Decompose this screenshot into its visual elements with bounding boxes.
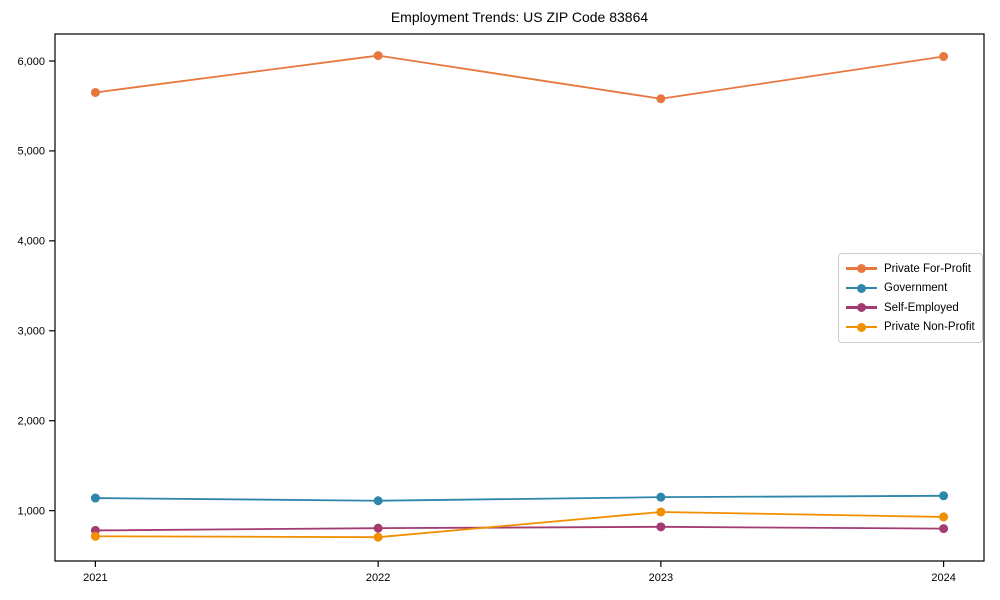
series-line	[95, 54, 944, 100]
legend-item: Government	[846, 282, 975, 294]
legend: Private For-Profit Government Self-Employe…	[838, 253, 983, 343]
legend-label: Private Non-Profit	[884, 321, 975, 334]
legend-item: Private For-Profit	[846, 263, 975, 275]
data-point	[90, 493, 100, 503]
y-tick-label: 2,000	[17, 416, 45, 428]
y-tick-label: 4,000	[17, 236, 45, 248]
data-point	[656, 94, 666, 104]
legend-item: Self-Employed	[846, 302, 975, 314]
legend-swatch	[846, 264, 877, 274]
x-tick-label: 2022	[366, 572, 390, 584]
y-tick-label: 1,000	[17, 505, 45, 517]
axes-frame	[54, 33, 985, 562]
data-point	[939, 512, 949, 522]
series-line	[95, 494, 944, 502]
data-point	[939, 51, 949, 61]
series-line	[95, 525, 944, 532]
legend-marker-icon	[857, 322, 866, 332]
legend-swatch	[846, 322, 877, 332]
data-point	[656, 522, 666, 532]
data-point	[373, 532, 383, 542]
legend-marker-icon	[857, 283, 866, 293]
series-line	[95, 511, 944, 539]
data-point	[656, 492, 666, 502]
data-point	[90, 531, 100, 541]
y-tick-label: 5,000	[17, 146, 45, 158]
x-tick-label: 2023	[649, 572, 673, 584]
y-tick-label: 6,000	[17, 56, 45, 68]
data-point	[373, 496, 383, 506]
y-tick-label: 3,000	[17, 326, 45, 338]
data-point	[939, 491, 949, 501]
chart-title: Employment Trends: US ZIP Code 83864	[390, 9, 649, 25]
legend-marker-icon	[857, 303, 866, 313]
x-tick-label: 2021	[83, 572, 107, 584]
data-point	[373, 51, 383, 61]
data-point	[656, 507, 666, 517]
legend-label: Private For-Profit	[884, 262, 971, 275]
legend-item: Private Non-Profit	[846, 321, 975, 333]
legend-marker-icon	[857, 264, 866, 274]
x-tick-label: 2024	[931, 572, 955, 584]
data-point	[939, 524, 949, 534]
legend-label: Self-Employed	[884, 301, 959, 314]
data-point	[373, 523, 383, 533]
legend-swatch	[846, 303, 877, 313]
legend-swatch	[846, 283, 877, 293]
legend-label: Government	[884, 282, 948, 295]
data-point	[90, 87, 100, 97]
